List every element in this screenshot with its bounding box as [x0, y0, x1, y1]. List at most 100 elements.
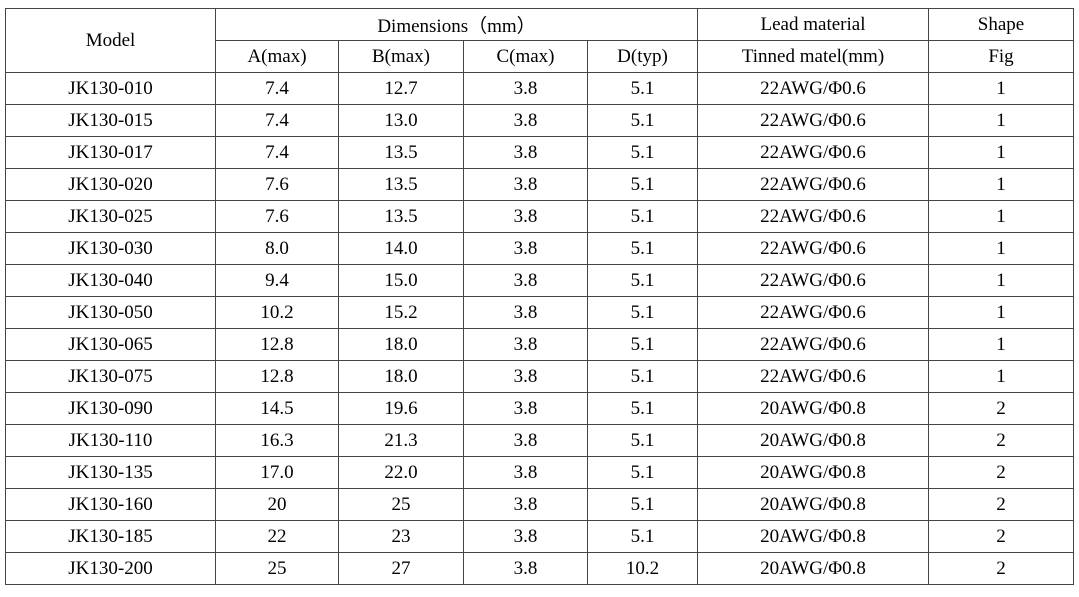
data-cell: 1 — [928, 104, 1074, 137]
data-row: JK130-017 7.4 13.5 3.8 5.1 22AWG/Φ0.6 1 — [5, 136, 1074, 169]
data-cell: 10.2 — [587, 552, 698, 585]
data-cell: JK130-110 — [5, 424, 216, 457]
data-cell: 22AWG/Φ0.6 — [697, 328, 929, 361]
data-cell: 22.0 — [338, 456, 464, 489]
data-cell: 14.5 — [215, 392, 339, 425]
data-row: JK130-050 10.2 15.2 3.8 5.1 22AWG/Φ0.6 1 — [5, 296, 1074, 329]
data-cell: 2 — [928, 488, 1074, 521]
data-cell: JK130-015 — [5, 104, 216, 137]
data-cell: 22AWG/Φ0.6 — [697, 232, 929, 265]
data-cell: JK130-017 — [5, 136, 216, 169]
data-cell: JK130-200 — [5, 552, 216, 585]
data-cell: 3.8 — [463, 392, 588, 425]
data-cell: JK130-030 — [5, 232, 216, 265]
data-cell: 7.4 — [215, 104, 339, 137]
data-cell: 3.8 — [463, 520, 588, 553]
data-cell: 27 — [338, 552, 464, 585]
data-cell: 3.8 — [463, 72, 588, 105]
data-cell: JK130-040 — [5, 264, 216, 297]
data-cell: 12.8 — [215, 328, 339, 361]
data-cell: 7.4 — [215, 72, 339, 105]
data-cell: JK130-135 — [5, 456, 216, 489]
data-cell: 5.1 — [587, 200, 698, 233]
data-cell: 13.5 — [338, 168, 464, 201]
data-cell: 12.7 — [338, 72, 464, 105]
data-row: JK130-015 7.4 13.0 3.8 5.1 22AWG/Φ0.6 1 — [5, 104, 1074, 137]
data-cell: JK130-020 — [5, 168, 216, 201]
spec-table: Model Dimensions（mm） Lead material Shape… — [5, 8, 1074, 585]
data-cell: 22AWG/Φ0.6 — [697, 72, 929, 105]
data-cell: 3.8 — [463, 104, 588, 137]
data-cell: 18.0 — [338, 328, 464, 361]
data-row: JK130-030 8.0 14.0 3.8 5.1 22AWG/Φ0.6 1 — [5, 232, 1074, 265]
data-cell: 5.1 — [587, 328, 698, 361]
data-cell: 20AWG/Φ0.8 — [697, 488, 929, 521]
data-row: JK130-135 17.0 22.0 3.8 5.1 20AWG/Φ0.8 2 — [5, 456, 1074, 489]
data-cell: 1 — [928, 328, 1074, 361]
data-cell: 17.0 — [215, 456, 339, 489]
data-cell: 3.8 — [463, 232, 588, 265]
data-cell: 20AWG/Φ0.8 — [697, 520, 929, 553]
data-cell: 20AWG/Φ0.8 — [697, 392, 929, 425]
data-cell: 15.2 — [338, 296, 464, 329]
data-cell: 1 — [928, 264, 1074, 297]
data-row: JK130-040 9.4 15.0 3.8 5.1 22AWG/Φ0.6 1 — [5, 264, 1074, 297]
data-cell: 16.3 — [215, 424, 339, 457]
data-cell: JK130-185 — [5, 520, 216, 553]
data-cell: 20 — [215, 488, 339, 521]
data-cell: 5.1 — [587, 296, 698, 329]
data-cell: JK130-010 — [5, 72, 216, 105]
data-cell: 22AWG/Φ0.6 — [697, 264, 929, 297]
data-cell: 3.8 — [463, 200, 588, 233]
data-cell: 22AWG/Φ0.6 — [697, 200, 929, 233]
data-cell: 10.2 — [215, 296, 339, 329]
data-cell: 2 — [928, 552, 1074, 585]
data-cell: 22AWG/Φ0.6 — [697, 136, 929, 169]
data-cell: 15.0 — [338, 264, 464, 297]
data-cell: 2 — [928, 456, 1074, 489]
data-cell: 3.8 — [463, 456, 588, 489]
data-row: JK130-065 12.8 18.0 3.8 5.1 22AWG/Φ0.6 1 — [5, 328, 1074, 361]
header-cell: D(typ) — [587, 40, 698, 73]
data-cell: 22AWG/Φ0.6 — [697, 360, 929, 393]
data-cell: 5.1 — [587, 168, 698, 201]
data-cell: 25 — [338, 488, 464, 521]
data-cell: 5.1 — [587, 264, 698, 297]
table-body: Model Dimensions（mm） Lead material Shape… — [5, 8, 1074, 585]
header-cell: C(max) — [463, 40, 588, 73]
data-cell: 13.5 — [338, 200, 464, 233]
data-cell: JK130-075 — [5, 360, 216, 393]
data-cell: 18.0 — [338, 360, 464, 393]
header-cell: B(max) — [338, 40, 464, 73]
data-cell: JK130-050 — [5, 296, 216, 329]
data-cell: 9.4 — [215, 264, 339, 297]
data-cell: 14.0 — [338, 232, 464, 265]
data-row: JK130-110 16.3 21.3 3.8 5.1 20AWG/Φ0.8 2 — [5, 424, 1074, 457]
data-cell: 19.6 — [338, 392, 464, 425]
data-cell: 1 — [928, 200, 1074, 233]
data-cell: 3.8 — [463, 136, 588, 169]
data-cell: 5.1 — [587, 104, 698, 137]
data-row: JK130-010 7.4 12.7 3.8 5.1 22AWG/Φ0.6 1 — [5, 72, 1074, 105]
data-cell: 2 — [928, 392, 1074, 425]
header-cell: Fig — [928, 40, 1074, 73]
data-cell: 3.8 — [463, 168, 588, 201]
data-cell: 1 — [928, 168, 1074, 201]
data-cell: 7.6 — [215, 200, 339, 233]
data-cell: 5.1 — [587, 424, 698, 457]
data-cell: 22AWG/Φ0.6 — [697, 104, 929, 137]
data-cell: 8.0 — [215, 232, 339, 265]
data-cell: 3.8 — [463, 264, 588, 297]
data-cell: 1 — [928, 232, 1074, 265]
data-cell: 3.8 — [463, 328, 588, 361]
data-cell: 7.6 — [215, 168, 339, 201]
header-row: Model Dimensions（mm） Lead material Shape — [5, 8, 1074, 73]
data-cell: 12.8 — [215, 360, 339, 393]
data-row: JK130-090 14.5 19.6 3.8 5.1 20AWG/Φ0.8 2 — [5, 392, 1074, 425]
data-row: JK130-025 7.6 13.5 3.8 5.1 22AWG/Φ0.6 1 — [5, 200, 1074, 233]
data-row: JK130-160 20 25 3.8 5.1 20AWG/Φ0.8 2 — [5, 488, 1074, 521]
data-cell: 20AWG/Φ0.8 — [697, 424, 929, 457]
data-cell: 22 — [215, 520, 339, 553]
data-cell: JK130-065 — [5, 328, 216, 361]
data-cell: 20AWG/Φ0.8 — [697, 456, 929, 489]
